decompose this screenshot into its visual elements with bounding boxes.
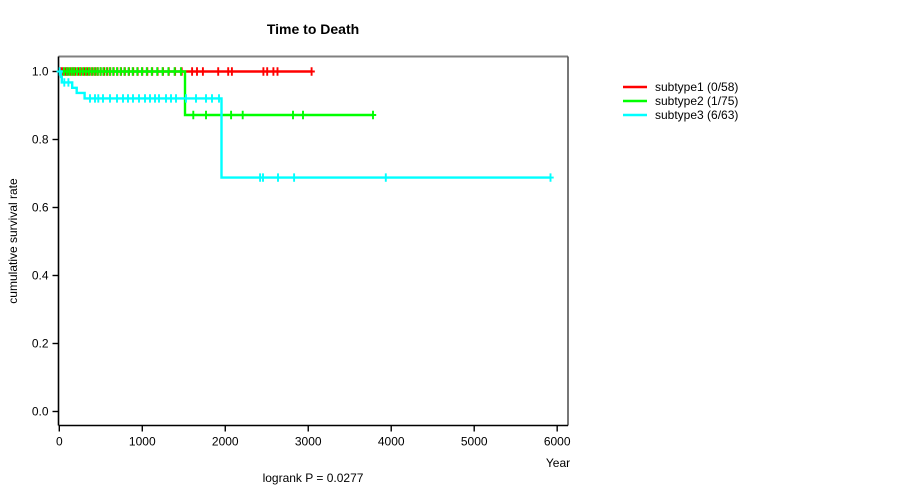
x-tick-label: 0 bbox=[56, 435, 63, 449]
censor-marks-subtype3 bbox=[56, 67, 554, 182]
y-tick-label: 1.0 bbox=[32, 65, 49, 79]
plot-box bbox=[57, 55, 569, 427]
series-subtype2 bbox=[59, 67, 377, 120]
series-subtype3 bbox=[56, 67, 554, 182]
x-tick-label: 6000 bbox=[544, 435, 571, 449]
legend: subtype1 (0/58) subtype2 (1/75) subtype3… bbox=[622, 80, 738, 122]
legend-label-subtype3: subtype3 (6/63) bbox=[655, 108, 739, 122]
legend-line-subtype2 bbox=[623, 99, 647, 103]
survival-curve-subtype2 bbox=[59, 70, 373, 117]
x-axis: 0 1000 2000 3000 4000 5000 6000 bbox=[56, 425, 571, 449]
y-axis: 0.0 0.2 0.4 0.6 0.8 1.0 bbox=[32, 65, 59, 419]
x-tick-label: 5000 bbox=[461, 435, 488, 449]
legend-label-subtype1: subtype1 (0/58) bbox=[655, 80, 739, 94]
chart-title: Time to Death bbox=[266, 21, 360, 37]
y-tick-label: 0.4 bbox=[32, 269, 49, 283]
y-tick-label: 0.8 bbox=[32, 133, 49, 147]
legend-item-subtype1: subtype1 (0/58) bbox=[622, 80, 738, 94]
logrank-p-value: logrank P = 0.0277 bbox=[262, 471, 364, 485]
legend-line-subtype3 bbox=[623, 113, 647, 117]
legend-label-subtype2: subtype2 (1/75) bbox=[655, 94, 739, 108]
x-tick-label: 4000 bbox=[378, 435, 405, 449]
y-tick-label: 0.2 bbox=[32, 337, 49, 351]
censor-marks-subtype2 bbox=[60, 67, 377, 120]
survival-curve-subtype3 bbox=[59, 70, 551, 179]
x-tick-label: 3000 bbox=[295, 435, 322, 449]
x-tick-label: 2000 bbox=[212, 435, 239, 449]
y-tick-label: 0.0 bbox=[32, 405, 49, 419]
legend-item-subtype3: subtype3 (6/63) bbox=[622, 108, 738, 122]
legend-item-subtype2: subtype2 (1/75) bbox=[622, 94, 738, 108]
x-axis-label: Year bbox=[545, 456, 571, 470]
x-tick-label: 1000 bbox=[129, 435, 156, 449]
legend-line-subtype1 bbox=[623, 85, 647, 89]
y-tick-label: 0.6 bbox=[32, 201, 49, 215]
y-axis-label: cumulative survival rate bbox=[6, 178, 20, 304]
